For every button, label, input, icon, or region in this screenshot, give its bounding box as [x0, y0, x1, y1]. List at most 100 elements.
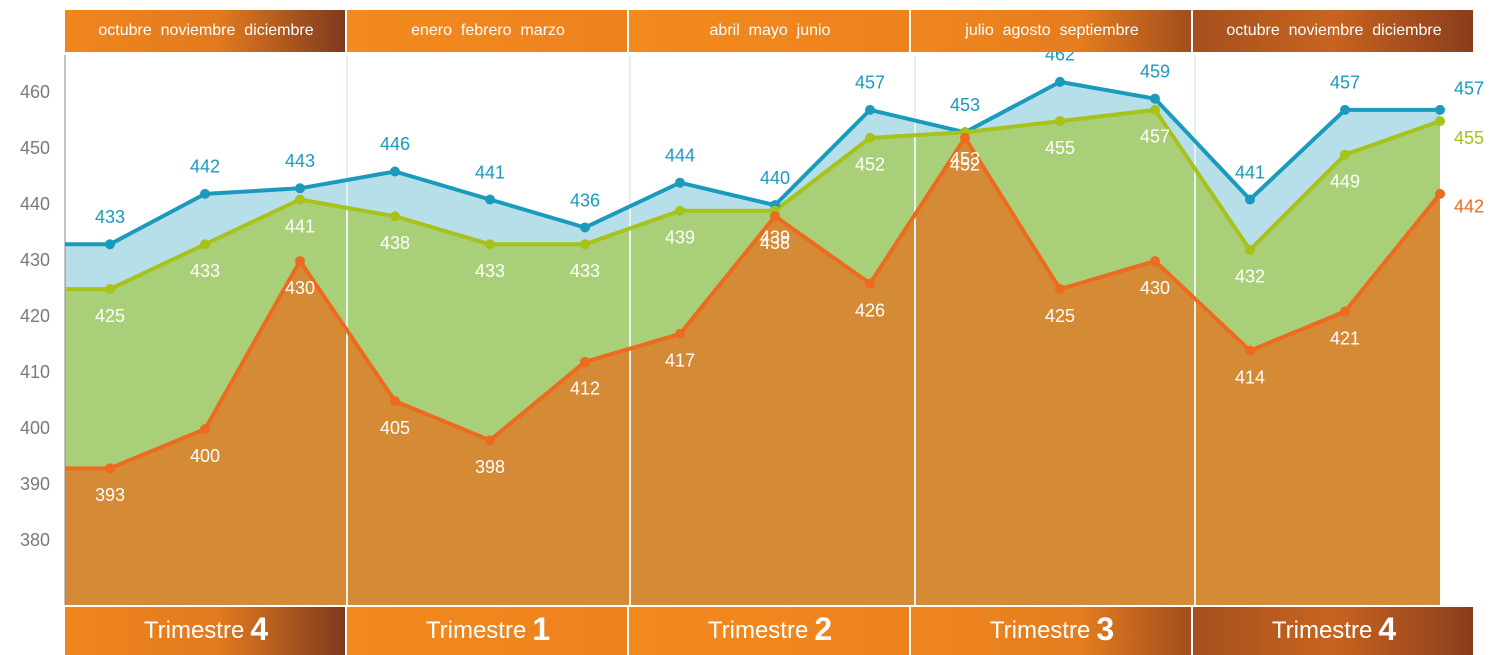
marker	[105, 284, 115, 295]
data-label: 457	[1454, 79, 1484, 99]
y-tick-label: 440	[20, 194, 50, 214]
data-label: 457	[1140, 127, 1170, 147]
y-tick-label: 420	[20, 306, 50, 326]
header-months: octubre noviembre diciembre	[98, 22, 313, 39]
y-tick-label: 380	[20, 530, 50, 550]
data-label: 433	[570, 261, 600, 281]
marker	[485, 239, 495, 250]
marker	[1245, 244, 1255, 255]
data-label: 457	[1330, 73, 1360, 93]
series-area	[65, 137, 1440, 605]
data-label: 442	[190, 157, 220, 177]
marker	[1245, 194, 1255, 205]
marker	[105, 463, 115, 474]
header-band	[629, 10, 909, 52]
marker	[1150, 93, 1160, 104]
data-label: 444	[665, 145, 695, 165]
marker	[295, 183, 305, 194]
marker	[200, 188, 210, 199]
marker	[105, 239, 115, 250]
data-label: 393	[95, 485, 125, 505]
marker	[1055, 116, 1065, 127]
data-label: 412	[570, 379, 600, 399]
data-label: 441	[475, 162, 505, 182]
header-band	[65, 10, 345, 52]
data-label: 441	[285, 216, 315, 236]
data-label: 430	[285, 278, 315, 298]
marker	[675, 177, 685, 188]
footer-label: Trimestre 4	[144, 611, 268, 647]
data-label: 457	[855, 73, 885, 93]
marker	[675, 328, 685, 339]
data-label: 405	[380, 418, 410, 438]
marker	[390, 211, 400, 222]
marker	[485, 194, 495, 205]
footer-label: Trimestre 1	[426, 611, 550, 647]
data-label: 425	[1045, 306, 1075, 326]
data-label: 459	[1140, 61, 1170, 81]
header-band	[1193, 10, 1473, 52]
header-band	[347, 10, 627, 52]
quarter-word: Trimestre	[708, 617, 808, 644]
data-label: 430	[1140, 278, 1170, 298]
marker	[1340, 149, 1350, 160]
data-label: 414	[1235, 367, 1265, 387]
marker	[295, 256, 305, 267]
header-months: abril mayo junio	[710, 22, 831, 39]
data-label: 426	[855, 300, 885, 320]
footer-band	[65, 607, 345, 655]
quarter-word: Trimestre	[1272, 617, 1372, 644]
quarter-number: 4	[1378, 611, 1396, 647]
data-label: 449	[1330, 171, 1360, 191]
data-label: 440	[760, 168, 790, 188]
footer-label: Trimestre 4	[1272, 611, 1396, 647]
marker	[960, 132, 970, 143]
data-label: 432	[1235, 267, 1265, 287]
y-tick-label: 450	[20, 138, 50, 158]
footer-band	[347, 607, 627, 655]
data-label: 439	[760, 227, 790, 247]
data-label: 441	[1235, 162, 1265, 182]
quarter-number: 1	[532, 611, 550, 647]
marker	[1150, 104, 1160, 115]
data-label: 442	[1454, 197, 1484, 217]
data-label: 453	[950, 149, 980, 169]
data-label: 421	[1330, 328, 1360, 348]
footer-band	[911, 607, 1191, 655]
series-line	[65, 107, 1441, 292]
header-months: enero febrero marzo	[411, 22, 565, 39]
marker	[1150, 256, 1160, 267]
data-label: 425	[95, 306, 125, 326]
marker	[1055, 284, 1065, 295]
data-label: 438	[760, 233, 790, 253]
data-label: 455	[1045, 138, 1075, 158]
series-line	[65, 79, 1440, 247]
quarter-number: 3	[1096, 611, 1114, 647]
data-label: 446	[380, 134, 410, 154]
marker	[295, 194, 305, 205]
marker	[865, 104, 875, 115]
header-band	[911, 10, 1191, 52]
marker	[865, 132, 875, 143]
marker	[1340, 306, 1350, 317]
marker	[580, 356, 590, 367]
marker	[200, 239, 210, 250]
marker	[580, 239, 590, 250]
footer-label: Trimestre 2	[708, 611, 832, 647]
footer-label: Trimestre 3	[990, 611, 1114, 647]
marker	[770, 211, 780, 222]
marker	[1435, 188, 1445, 199]
data-label: 438	[380, 233, 410, 253]
marker	[485, 435, 495, 446]
data-label: 452	[950, 155, 980, 175]
quarter-word: Trimestre	[990, 617, 1090, 644]
marker	[1435, 116, 1445, 127]
quarter-number: 2	[814, 611, 832, 647]
marker	[580, 222, 590, 233]
marker	[1340, 104, 1350, 115]
marker	[390, 396, 400, 407]
y-tick-label: 460	[20, 82, 50, 102]
data-label: 417	[665, 351, 695, 371]
data-label: 443	[285, 151, 315, 171]
marker	[675, 205, 685, 216]
